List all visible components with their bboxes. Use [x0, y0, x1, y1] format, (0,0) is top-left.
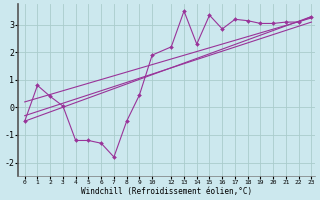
- X-axis label: Windchill (Refroidissement éolien,°C): Windchill (Refroidissement éolien,°C): [81, 187, 252, 196]
